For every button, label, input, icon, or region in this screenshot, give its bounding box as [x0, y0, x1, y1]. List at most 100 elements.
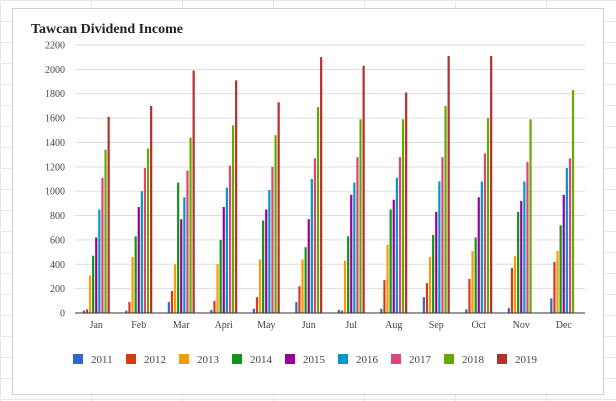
bar [347, 236, 350, 313]
x-tick-label: Jun [302, 320, 316, 331]
bar [474, 237, 477, 313]
x-tick-label: Aug [385, 320, 402, 331]
chart-svg: Tawcan Dividend Income 0 200 400 600 800 1000… [31, 22, 585, 366]
x-tick-label: Mar [173, 320, 190, 331]
y-tick-label: 2200 [45, 41, 65, 52]
bar [222, 207, 225, 313]
bar [192, 70, 195, 313]
bar [510, 267, 514, 313]
bar [225, 187, 228, 313]
bar [471, 250, 474, 313]
bar [337, 309, 340, 313]
legend-swatch [73, 354, 83, 364]
bar [362, 65, 365, 313]
chart-title: Tawcan Dividend Income [31, 22, 183, 37]
bar [137, 207, 140, 313]
bar [95, 237, 98, 313]
bar [228, 165, 232, 313]
gridlines [75, 44, 585, 314]
legend-label: 2013 [197, 354, 220, 366]
legend-label: 2016 [356, 354, 379, 366]
bar [559, 225, 562, 313]
bar [520, 200, 523, 313]
bar [565, 168, 568, 313]
y-tick-label: 2000 [45, 65, 65, 76]
bar [277, 102, 280, 313]
bar [134, 236, 137, 313]
bar [167, 302, 170, 313]
bar [85, 309, 89, 313]
bar [189, 137, 192, 313]
legend-swatch [179, 354, 189, 364]
y-tick-label: 600 [50, 235, 65, 246]
legend-label: 2015 [303, 354, 326, 366]
bar [216, 264, 219, 313]
bar [465, 309, 468, 313]
bar [438, 181, 441, 313]
y-tick-label: 1200 [45, 162, 65, 173]
bar [529, 119, 532, 314]
legend-swatch [444, 354, 454, 364]
bar [104, 149, 107, 313]
bar [486, 118, 490, 313]
bar [432, 235, 435, 313]
bar [386, 244, 389, 313]
bar [128, 302, 131, 313]
y-tick-label: 1600 [45, 114, 65, 125]
bar [213, 300, 216, 313]
legend-label: 2019 [515, 354, 538, 366]
bar [401, 119, 405, 314]
bar [405, 92, 408, 313]
y-tick-label: 0 [60, 309, 65, 320]
bar [307, 219, 310, 313]
y-tick-label: 200 [50, 284, 65, 295]
x-tick-label: Apri [215, 320, 234, 331]
bar [444, 105, 447, 313]
x-tick-label: Feb [131, 320, 146, 331]
bar [101, 177, 104, 313]
bar [350, 194, 353, 313]
legend-label: 2018 [462, 354, 485, 366]
legend-swatch [126, 354, 136, 364]
legend: 2011 2012 2013 2014 2015 2016 2017 2018 2019 [73, 354, 538, 366]
x-tick-label: May [257, 320, 275, 331]
bar [295, 302, 298, 313]
bar [316, 107, 320, 313]
y-tick-label: 1400 [45, 138, 65, 149]
bar [274, 135, 277, 313]
bar [556, 250, 559, 313]
bar [490, 55, 493, 314]
bar [313, 158, 317, 313]
bar [150, 105, 153, 313]
bar [173, 264, 177, 313]
legend-label: 2012 [144, 354, 166, 366]
bar [343, 260, 347, 313]
bar [177, 182, 180, 313]
bar [359, 119, 362, 314]
y-tick-label: 800 [50, 211, 65, 222]
bar [265, 209, 268, 313]
bar [140, 191, 143, 313]
bar [441, 157, 444, 313]
x-tick-label: Oct [472, 320, 487, 331]
legend-label: 2011 [91, 354, 113, 366]
bar [383, 280, 386, 313]
bar [435, 211, 438, 313]
bar [571, 90, 575, 313]
bar [125, 310, 128, 313]
bar [310, 179, 313, 313]
bar [523, 181, 526, 313]
bar [468, 278, 471, 313]
y-tick-label: 400 [50, 260, 65, 271]
bar [320, 57, 323, 313]
legend-label: 2014 [250, 354, 273, 366]
x-tick-label: Jan [90, 320, 103, 331]
bar [507, 308, 510, 313]
bar [219, 239, 222, 313]
x-tick-label: Nov [513, 320, 530, 331]
x-axis-ticks: Jan Feb Mar Apri May Jun Jul Aug Sep Oct Nov Dec [90, 320, 573, 331]
x-tick-label: Jul [345, 320, 357, 331]
bar [428, 256, 432, 313]
bar [480, 181, 483, 313]
chart-card: Tawcan Dividend Income 0 200 400 600 800 1000… [12, 8, 604, 395]
